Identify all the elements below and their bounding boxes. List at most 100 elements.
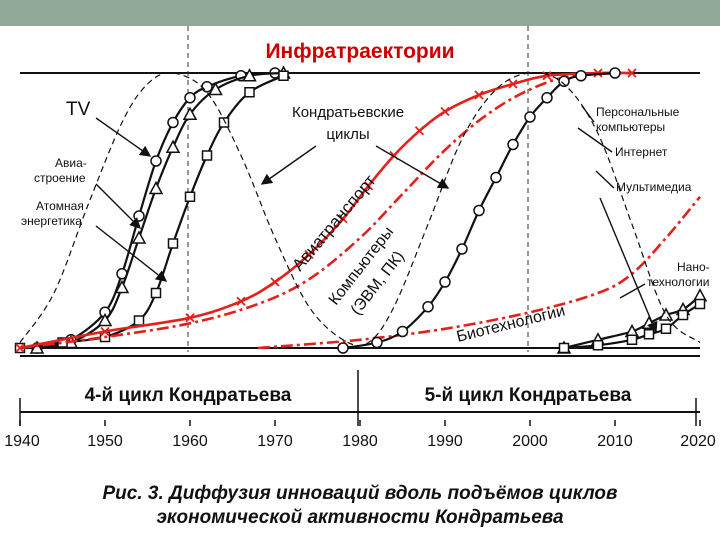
label-multimedia: Мультимедиа <box>616 180 692 194</box>
data-point-авиатранспорт-3 <box>236 296 246 306</box>
callout-leaders <box>95 105 658 334</box>
data-point-авиатранспорт-13 <box>542 71 552 81</box>
label-nano-1: Нано- <box>677 260 710 274</box>
caption-line-2: экономической активности Кондратьева <box>156 507 564 528</box>
data-point-персональные-компьютеры-11 <box>558 75 570 87</box>
caption-line-1: Рис. 3. Диффузия инноваций вдоль подъёмо… <box>102 483 618 504</box>
data-point-наноtechnology-2-1 <box>592 340 604 351</box>
label-kondr-1: Кондратьевские <box>292 104 404 121</box>
data-point-атомная-энергетика-6 <box>184 191 196 202</box>
series-персональные-компьютеры <box>337 67 621 354</box>
data-point-tv-7 <box>184 92 196 104</box>
x-tick-label-1980: 1980 <box>342 433 378 450</box>
leader-nano <box>619 283 646 299</box>
series-авиатранспорт <box>15 68 637 353</box>
header-band <box>0 0 720 26</box>
data-point-tv-6 <box>167 116 179 129</box>
data-point-персональные-компьютеры-2 <box>396 325 409 338</box>
data-point-авиатранспорт-4 <box>270 277 280 287</box>
leader-avia <box>95 183 141 229</box>
cycle-label-4: 4-й цикл Кондратьева <box>85 385 292 406</box>
series-биотехнологии <box>257 195 701 350</box>
x-tick-label-1990: 1990 <box>427 433 463 450</box>
x-tick-label-1950: 1950 <box>87 433 123 450</box>
data-point-атомная-энергетика-8 <box>218 117 230 128</box>
data-point-tv-5 <box>150 155 162 167</box>
x-tick-label-1970: 1970 <box>257 433 293 450</box>
data-point-авиастроение-0 <box>29 340 45 354</box>
data-point-наноtechnology-2-5 <box>677 309 689 321</box>
data-point-наноtechnology-2-0 <box>558 342 570 354</box>
data-point-авиастроение-4 <box>131 230 147 244</box>
data-point-авиатранспорт-1 <box>100 326 110 337</box>
data-point-авиатранспорт-5 <box>304 249 314 260</box>
figure-caption: Рис. 3. Диффузия инноваций вдоль подъёмо… <box>0 482 720 530</box>
data-point-персональные-компьютеры-6 <box>473 204 485 217</box>
data-point-наноtechnology-2-6 <box>694 298 706 310</box>
data-point-наноtechnology-2-3 <box>643 329 655 340</box>
x-tick-label-2010: 2010 <box>597 433 633 450</box>
x-tick-label-2000: 2000 <box>512 433 548 450</box>
label-biotech: Биотехнологии <box>455 302 567 345</box>
data-point-tv-4 <box>133 210 145 222</box>
data-point-атомная-энергетика-3 <box>133 315 145 326</box>
data-point-персональные-компьютеры-0 <box>337 342 349 354</box>
data-point-персональные-компьютеры-13 <box>609 67 621 79</box>
data-point-персональные-компьютеры-4 <box>439 276 451 288</box>
label-pc-2: компьютеры <box>596 120 665 134</box>
data-point-персональные-компьютеры-5 <box>456 243 468 255</box>
leader-tv <box>95 117 152 157</box>
x-tick-label-2020: 2020 <box>680 433 716 450</box>
data-point-наноtechnology-2-2 <box>626 334 638 345</box>
series-layer <box>14 65 708 354</box>
label-nano-2: технологии <box>647 275 709 289</box>
label-kondr-2: циклы <box>326 126 369 143</box>
data-point-авиатранспорт-9 <box>414 126 425 136</box>
data-point-авиатранспорт-7 <box>363 181 374 191</box>
data-point-атомная-энергетика-5 <box>167 238 179 249</box>
data-point-персональные-компьютеры-1 <box>371 336 383 349</box>
data-point-персональные-компьютеры-12 <box>575 70 587 82</box>
leader-multimedia-2 <box>599 197 658 334</box>
innovation-diffusion-chart: Инфратраектории TV Авиа- строение Атомна… <box>4 26 716 450</box>
series-наноtechnology-2 <box>558 298 706 354</box>
label-avia-2: строение <box>34 171 86 185</box>
data-point-авиастроение-2 <box>97 312 113 327</box>
data-point-авиастроение-8 <box>208 81 223 96</box>
leader-kondr-right <box>375 145 450 189</box>
leader-atom <box>95 225 168 282</box>
series-labels: TV Авиа- строение Атомная энергетика Кон… <box>21 99 710 346</box>
data-point-авиатранспорт-10 <box>440 106 450 117</box>
cycle-label-5: 5-й цикл Кондратьева <box>425 385 632 406</box>
label-tv: TV <box>66 99 91 120</box>
data-point-персональные-компьютеры-7 <box>490 171 502 184</box>
chart-title: Инфратраектории <box>265 40 454 63</box>
data-point-персональные-компьютеры-10 <box>541 92 553 104</box>
data-point-атомная-энергетика-9 <box>244 87 255 98</box>
data-point-авиастроение-6 <box>165 139 181 153</box>
data-point-атомная-энергетика-4 <box>150 287 162 299</box>
data-point-авиатранспорт-6 <box>338 214 348 224</box>
data-point-авиатранспорт-11 <box>474 90 484 100</box>
data-point-авиастроение-5 <box>148 180 164 195</box>
x-tick-label-1960: 1960 <box>172 433 208 450</box>
label-atom-1: Атомная <box>36 199 84 213</box>
data-point-авиатранспорт-2 <box>185 313 195 323</box>
leader-multimedia <box>595 170 615 189</box>
series-кондратьевские-циклы <box>19 72 701 347</box>
series-компьютеры-эвм-пк <box>19 71 633 350</box>
data-point-атомная-энергетика-7 <box>201 150 213 161</box>
data-point-персональные-компьютеры-8 <box>507 138 519 151</box>
data-point-атомная-энергетика-10 <box>278 70 289 81</box>
leader-pc <box>581 105 595 123</box>
series-line-авиатранспорт <box>19 71 633 350</box>
data-point-персональные-компьютеры-9 <box>524 111 536 123</box>
data-point-авиастроение-9 <box>242 68 257 82</box>
label-pc-1: Персональные <box>596 105 680 119</box>
data-point-персональные-компьютеры-3 <box>422 301 434 313</box>
data-point-наноtechnology-2-4 <box>660 323 672 334</box>
x-axis-ticks: 1940 1950 1960 1970 1980 1990 2000 2010 2020 <box>4 420 716 450</box>
series-line-компьютеры-эвм-пк <box>19 71 633 350</box>
data-point-tv-8 <box>201 81 213 93</box>
